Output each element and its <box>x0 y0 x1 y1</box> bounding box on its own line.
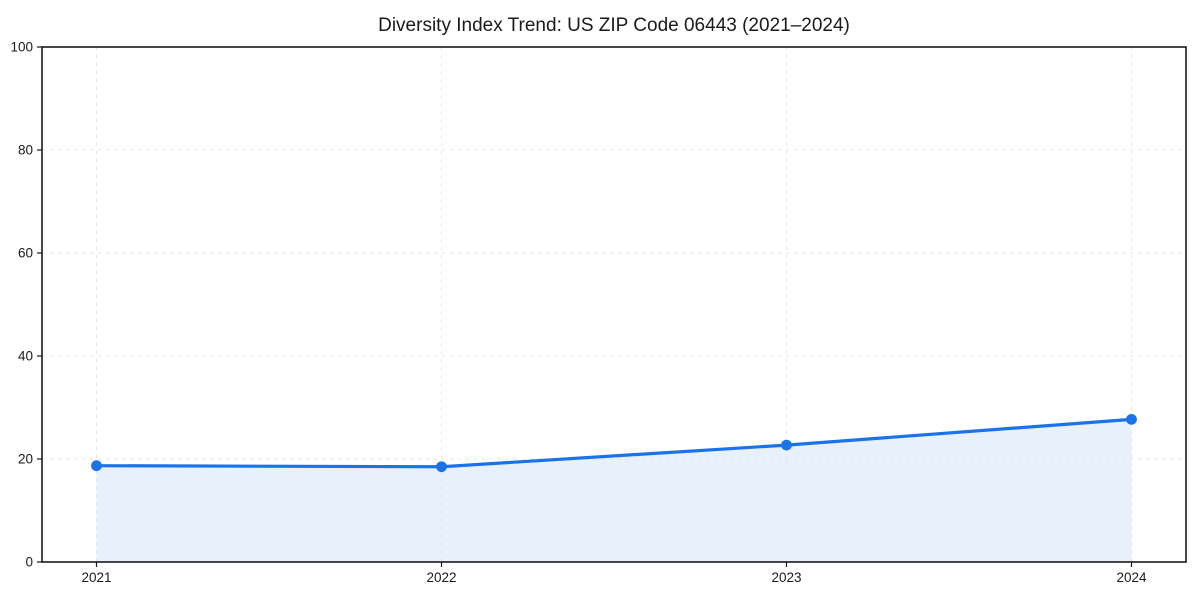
y-tick-label: 0 <box>25 555 33 570</box>
data-point <box>91 460 102 472</box>
area-fill <box>96 419 1132 562</box>
x-tick-label: 2021 <box>81 570 111 585</box>
y-tick-label: 100 <box>10 40 33 55</box>
data-point <box>781 439 792 451</box>
tick-mark-layer <box>37 46 1133 567</box>
y-tick-label: 80 <box>18 143 33 158</box>
trend-line <box>94 417 1134 469</box>
axes-spines <box>41 46 1187 563</box>
data-point <box>1126 413 1137 425</box>
tick-label-layer: 0 20 40 60 80 100 2021 2022 2023 2024 <box>10 40 1147 586</box>
trend-line-layer <box>94 417 1134 469</box>
x-tick-label: 2023 <box>771 570 801 585</box>
y-tick-label: 20 <box>18 452 33 467</box>
chart-title: Diversity Index Trend: US ZIP Code 06443… <box>378 15 850 36</box>
x-tick-label: 2024 <box>1116 570 1147 585</box>
x-tick-label: 2022 <box>426 570 456 585</box>
plot-border <box>41 46 1187 563</box>
y-tick-label: 40 <box>18 349 33 364</box>
area-fill-layer <box>96 419 1132 562</box>
y-tick-label: 60 <box>18 246 33 261</box>
data-point <box>436 461 447 473</box>
data-point-layer <box>91 413 1137 473</box>
